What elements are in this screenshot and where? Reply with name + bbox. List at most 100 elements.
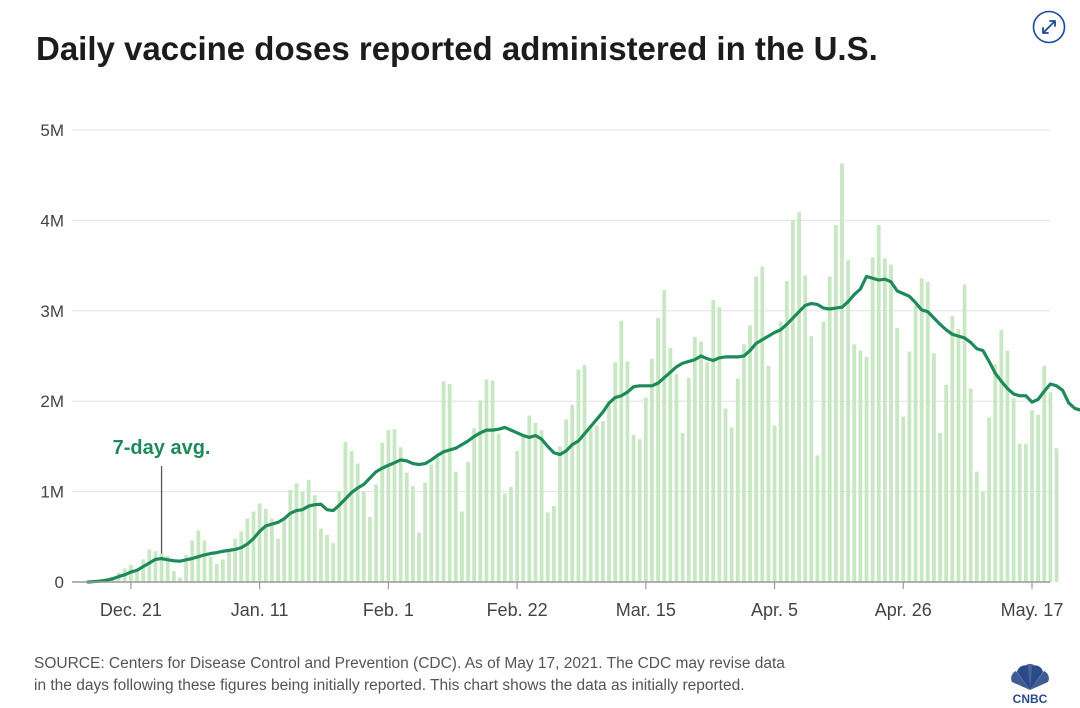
- bar: [846, 260, 850, 582]
- bar: [699, 341, 703, 582]
- bar: [141, 559, 146, 582]
- bar: [772, 425, 777, 582]
- bar: [159, 553, 164, 582]
- bar: [827, 276, 832, 582]
- bar: [429, 464, 434, 582]
- bar: [613, 362, 618, 582]
- bar: [968, 388, 973, 582]
- x-tick-label: Feb. 1: [363, 600, 414, 620]
- bar: [165, 555, 170, 582]
- bar: [999, 329, 1004, 582]
- bar: [870, 257, 875, 582]
- bar: [368, 516, 372, 582]
- source-note-line-1: SOURCE: Centers for Disease Control and …: [34, 655, 785, 672]
- bar: [932, 353, 936, 582]
- bar: [135, 571, 139, 582]
- bar: [484, 379, 489, 582]
- bar: [466, 461, 470, 582]
- bar: [374, 484, 378, 582]
- bar: [294, 483, 299, 582]
- line-series: [86, 274, 1080, 584]
- bar: [515, 450, 519, 582]
- bar: [680, 432, 685, 582]
- bar: [668, 347, 673, 582]
- bar: [821, 321, 826, 582]
- x-tick-label: Mar. 15: [616, 600, 676, 620]
- bar: [833, 224, 838, 583]
- bar: [227, 551, 231, 582]
- bar: [380, 442, 385, 582]
- bar: [809, 336, 814, 582]
- bar: [245, 518, 250, 582]
- x-tick-label: Apr. 5: [751, 600, 798, 620]
- bar: [496, 433, 501, 582]
- peacock-icon: [1011, 663, 1049, 690]
- bar: [392, 429, 397, 582]
- bar: [263, 508, 268, 582]
- bar: [276, 538, 280, 582]
- bar: [711, 299, 716, 582]
- bar: [478, 400, 483, 582]
- bar: [650, 358, 654, 582]
- bar: [564, 419, 569, 582]
- bar: [631, 434, 636, 582]
- gridlines: [72, 129, 1050, 493]
- bar: [527, 415, 532, 582]
- bar: [490, 380, 495, 582]
- y-tick-label: 1M: [40, 483, 64, 502]
- bar: [386, 430, 391, 582]
- annotation: 7-day avg.: [113, 437, 211, 554]
- bar: [410, 486, 415, 582]
- bar: [1017, 443, 1022, 582]
- bar: [147, 549, 152, 582]
- bar: [925, 281, 930, 582]
- bar: [460, 511, 464, 582]
- bar: [993, 364, 998, 582]
- bar: [895, 327, 900, 582]
- bar: [760, 266, 765, 582]
- x-tick-label: May. 17: [1001, 600, 1064, 620]
- bar: [300, 491, 305, 582]
- bar: [423, 482, 428, 582]
- bar: [956, 328, 961, 582]
- annotation-label: 7-day avg.: [113, 437, 211, 459]
- expand-icon[interactable]: [1032, 10, 1066, 44]
- bar: [619, 320, 624, 582]
- bar: [306, 479, 311, 582]
- bar: [208, 556, 213, 582]
- bar: [331, 543, 336, 582]
- bar: [601, 421, 605, 582]
- bar: [840, 163, 844, 582]
- bar: [251, 511, 256, 582]
- bar: [981, 491, 985, 582]
- bar: [864, 356, 869, 582]
- x-tick-label: Jan. 11: [231, 600, 289, 620]
- bar: [202, 540, 207, 582]
- bar: [1048, 392, 1053, 582]
- bar: [742, 344, 746, 582]
- bar: [404, 472, 409, 582]
- bar: [220, 559, 225, 582]
- bar: [521, 435, 526, 582]
- bar: [791, 220, 795, 582]
- bar: [558, 446, 562, 582]
- bar: [717, 307, 722, 582]
- bar: [435, 457, 440, 582]
- bar: [913, 305, 918, 582]
- bar: [815, 455, 820, 582]
- bar: [233, 538, 238, 582]
- bar: [588, 427, 593, 582]
- bar: [662, 290, 667, 582]
- y-tick-label: 2M: [40, 392, 64, 411]
- bar: [570, 404, 575, 582]
- bar: [748, 325, 752, 582]
- logo-text: CNBC: [1013, 692, 1048, 706]
- bar: [417, 532, 421, 582]
- bar: [355, 463, 360, 582]
- axes: 0 1M 2M 3M 4M 5M Dec. 21 Jan. 11 Feb. 1 Feb. 22 Ma…: [40, 121, 1063, 620]
- bar: [938, 432, 942, 582]
- bar: [901, 416, 906, 582]
- bar: [1036, 414, 1041, 582]
- bar: [545, 512, 550, 582]
